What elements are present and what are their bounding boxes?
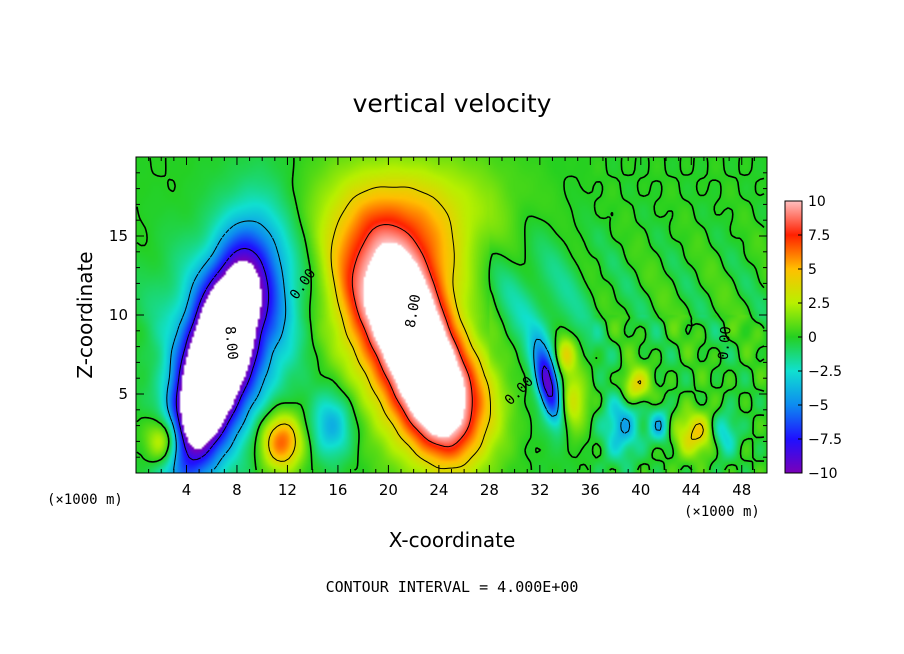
x-tick-label: 44: [682, 481, 701, 499]
heatmap-field: [136, 157, 767, 473]
y-axis-label: Z-coordinate: [73, 251, 97, 378]
colorbar-tick-label: 5: [808, 262, 817, 278]
x-axis-label: X-coordinate: [389, 528, 516, 552]
contour-level-neg4: [166, 220, 662, 471]
contour-level-4: [268, 186, 704, 470]
x-tick-label: 24: [429, 481, 448, 499]
contour-label: 8.00: [221, 326, 240, 361]
x-tick-label: 12: [278, 481, 297, 499]
contour-lines: [136, 157, 765, 471]
contour-label: 8.00: [403, 293, 425, 329]
colorbar: 10 7.5 5 2.5 0 −2.5 −5 −7.5 −10: [784, 194, 842, 482]
x-axis-ticks: 4 8 12 16 20 24 28 32 36 40 44 48: [148, 157, 755, 499]
colorbar-tick-label: −7.5: [808, 432, 842, 448]
x-tick-label: 4: [182, 481, 192, 499]
contour-level-neg8: [175, 247, 554, 461]
y-tick-label: 15: [109, 227, 128, 245]
colorbar-tick-label: 2.5: [808, 296, 830, 312]
colorbar-tick-label: −2.5: [808, 364, 842, 380]
chart-title: vertical velocity: [353, 89, 552, 118]
x-tick-label: 40: [631, 481, 650, 499]
x-tick-label: 48: [732, 481, 751, 499]
contour-level-0: [136, 157, 765, 471]
colorbar-tick-label: 0: [808, 330, 817, 346]
y-tick-label: 10: [109, 306, 128, 324]
colorbar-tick-label: −5: [808, 398, 829, 414]
colorbar-tick-label: 7.5: [808, 228, 830, 244]
x-unit-label-left: (×1000 m): [47, 492, 123, 508]
contour-label: 0.00: [716, 326, 735, 361]
y-axis-ticks: 5 10 15: [109, 172, 767, 458]
contour-level-8: [351, 224, 473, 448]
x-tick-label: 32: [530, 481, 549, 499]
x-tick-label: 20: [379, 481, 398, 499]
x-tick-label: 28: [480, 481, 499, 499]
colorbar-tick-label: −10: [808, 466, 838, 482]
y-tick-label: 5: [118, 385, 128, 403]
plot-area: [136, 157, 767, 473]
x-unit-label-right: (×1000 m): [684, 504, 760, 520]
x-tick-label: 8: [232, 481, 242, 499]
x-tick-label: 16: [328, 481, 347, 499]
x-tick-label: 36: [581, 481, 600, 499]
contour-interval-note: CONTOUR INTERVAL = 4.000E+00: [326, 578, 579, 596]
colorbar-tick-label: 10: [808, 194, 826, 210]
colorbar-ticks: 10 7.5 5 2.5 0 −2.5 −5 −7.5 −10: [798, 194, 842, 482]
